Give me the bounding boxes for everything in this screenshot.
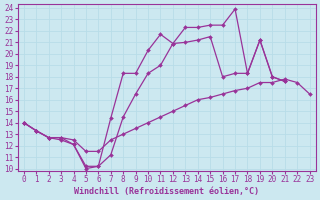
X-axis label: Windchill (Refroidissement éolien,°C): Windchill (Refroidissement éolien,°C): [74, 187, 259, 196]
